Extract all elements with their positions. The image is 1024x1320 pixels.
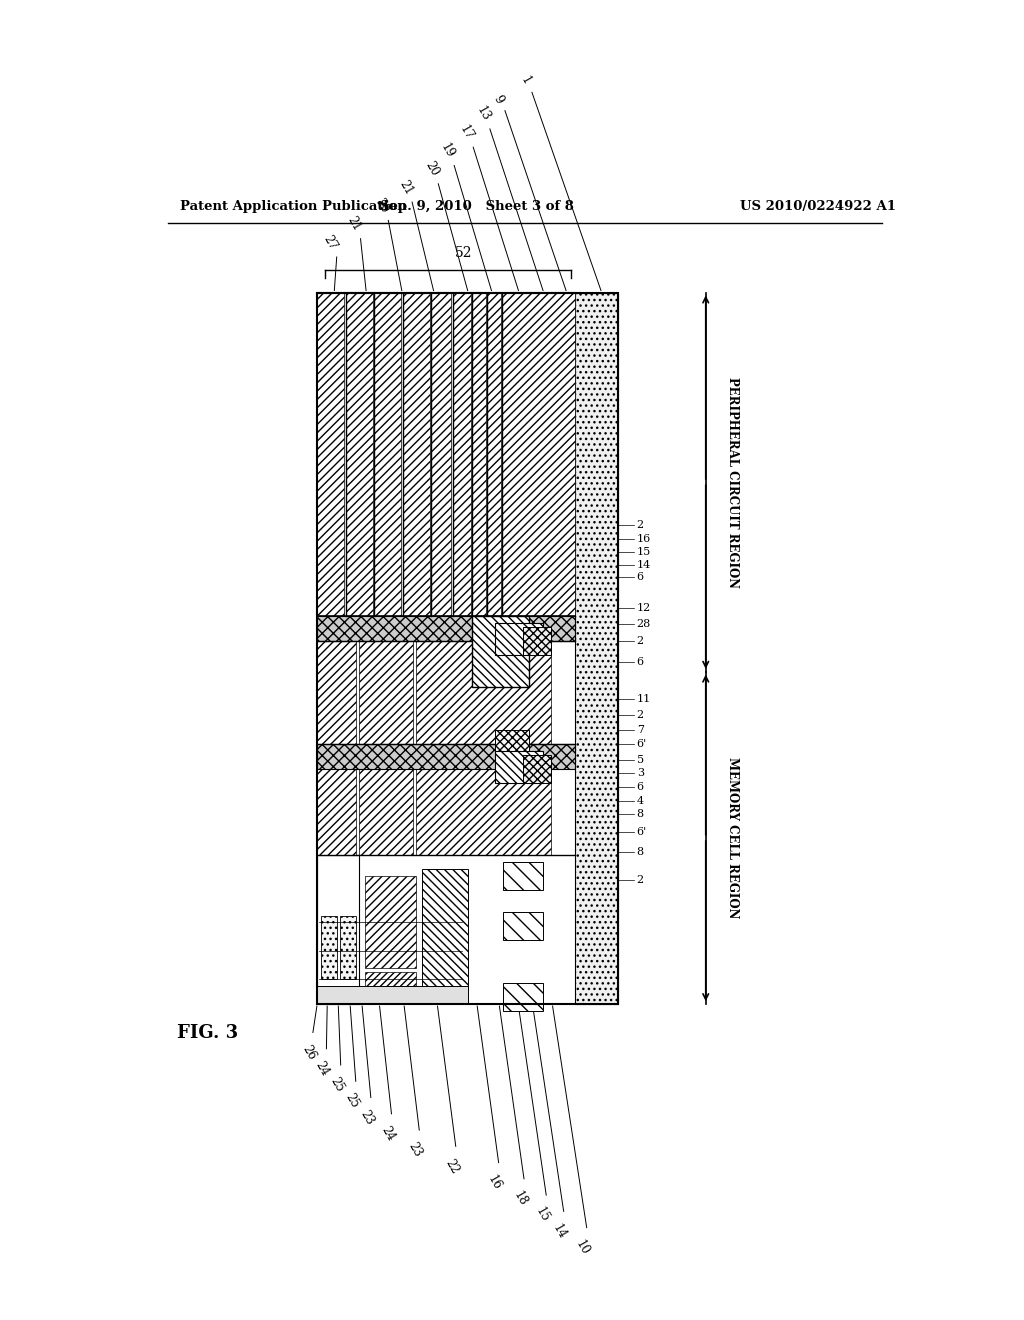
- Text: 6': 6': [637, 739, 647, 748]
- Text: 52: 52: [455, 246, 472, 260]
- Text: 25: 25: [328, 1076, 346, 1094]
- Text: 11: 11: [637, 694, 651, 704]
- Text: MEMORY CELL REGION: MEMORY CELL REGION: [726, 758, 738, 919]
- Text: 28: 28: [637, 619, 651, 628]
- Text: 22: 22: [442, 1156, 461, 1176]
- Text: 24: 24: [378, 1125, 397, 1143]
- Bar: [316, 293, 344, 616]
- Bar: [359, 770, 414, 854]
- Bar: [504, 912, 543, 940]
- Bar: [523, 627, 551, 656]
- Text: 7: 7: [637, 725, 644, 735]
- Text: 21: 21: [345, 214, 364, 234]
- Text: 16: 16: [637, 533, 651, 544]
- Bar: [423, 869, 468, 990]
- Text: 9: 9: [492, 92, 506, 106]
- Bar: [503, 293, 574, 616]
- Text: 19: 19: [438, 141, 457, 161]
- Bar: [316, 616, 574, 642]
- Text: 15: 15: [637, 546, 651, 557]
- Bar: [453, 293, 471, 616]
- Bar: [374, 293, 401, 616]
- Text: 17: 17: [458, 123, 476, 143]
- Text: 12: 12: [637, 603, 651, 612]
- Text: Patent Application Publication: Patent Application Publication: [179, 199, 407, 213]
- Text: 6: 6: [637, 656, 644, 667]
- Bar: [496, 730, 528, 772]
- Bar: [472, 616, 528, 688]
- Bar: [366, 972, 417, 1001]
- Bar: [316, 642, 356, 744]
- Text: 5: 5: [637, 755, 644, 766]
- Bar: [366, 876, 417, 969]
- Text: 2: 2: [637, 636, 644, 647]
- Text: 23: 23: [406, 1140, 425, 1160]
- Text: 24: 24: [313, 1059, 332, 1078]
- Text: 6: 6: [637, 781, 644, 792]
- Text: 6: 6: [637, 572, 644, 582]
- Text: 14: 14: [550, 1221, 569, 1241]
- Bar: [316, 854, 359, 1005]
- Bar: [417, 642, 551, 744]
- Text: 3: 3: [637, 768, 644, 779]
- Bar: [345, 293, 373, 616]
- Bar: [496, 623, 543, 656]
- Bar: [504, 982, 543, 1011]
- Bar: [487, 293, 501, 616]
- Text: 15: 15: [532, 1205, 552, 1225]
- Text: 16: 16: [485, 1172, 504, 1192]
- Text: 8: 8: [637, 846, 644, 857]
- Text: Sep. 9, 2010   Sheet 3 of 8: Sep. 9, 2010 Sheet 3 of 8: [380, 199, 574, 213]
- Text: 6': 6': [637, 828, 647, 837]
- Bar: [316, 986, 468, 1005]
- Text: PERIPHERAL CIRCUIT REGION: PERIPHERAL CIRCUIT REGION: [726, 376, 738, 587]
- Text: 2: 2: [637, 520, 644, 531]
- Bar: [431, 293, 452, 616]
- Bar: [316, 744, 574, 770]
- Text: 4: 4: [637, 796, 644, 805]
- Text: 18: 18: [511, 1189, 529, 1208]
- Text: FIG. 3: FIG. 3: [177, 1023, 238, 1041]
- Text: 13: 13: [474, 104, 493, 124]
- Bar: [340, 916, 356, 979]
- Bar: [321, 916, 338, 979]
- Bar: [316, 293, 618, 1005]
- Bar: [402, 293, 430, 616]
- Bar: [496, 751, 543, 784]
- Bar: [574, 293, 618, 1005]
- Text: 8: 8: [637, 809, 644, 818]
- Text: 2: 2: [637, 710, 644, 721]
- Text: 21: 21: [396, 178, 415, 197]
- Bar: [472, 293, 485, 616]
- Bar: [523, 755, 551, 784]
- Text: 23: 23: [357, 1107, 376, 1127]
- Text: 14: 14: [637, 560, 651, 570]
- Text: 1: 1: [518, 74, 534, 87]
- Text: 10: 10: [573, 1238, 592, 1257]
- Bar: [417, 770, 551, 854]
- Bar: [359, 642, 414, 744]
- Text: US 2010/0224922 A1: US 2010/0224922 A1: [740, 199, 896, 213]
- Text: 20: 20: [373, 195, 391, 215]
- Text: 20: 20: [423, 160, 441, 178]
- Text: 27: 27: [321, 232, 340, 252]
- Text: 2: 2: [637, 875, 644, 884]
- Text: 26: 26: [300, 1043, 318, 1063]
- Bar: [316, 770, 356, 854]
- Bar: [504, 862, 543, 890]
- Text: 25: 25: [342, 1092, 361, 1111]
